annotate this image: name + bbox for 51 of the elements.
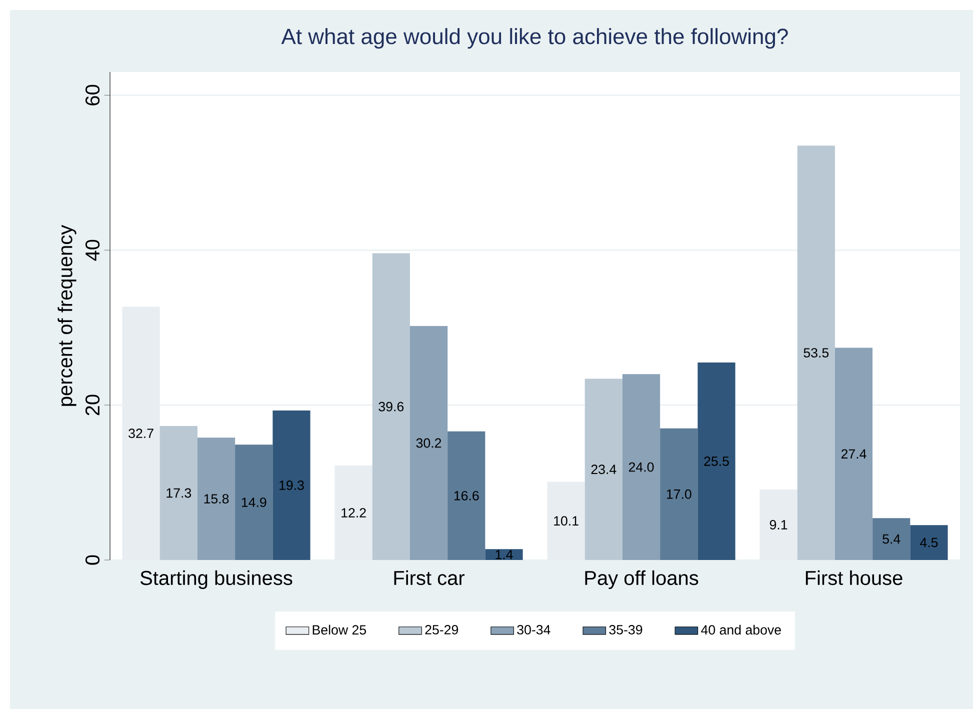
x-tick-label: Pay off loans <box>585 570 698 590</box>
data-label: 14.9 <box>242 498 266 507</box>
bar <box>698 362 736 560</box>
data-label: 32.7 <box>128 428 154 438</box>
data-label: 53.5 <box>804 348 829 358</box>
bar <box>797 146 835 560</box>
y-tick-label: 40 <box>85 240 100 261</box>
data-label: 16.6 <box>454 490 479 500</box>
legend-label: Below 25 <box>312 624 366 635</box>
y-tick-label: 20 <box>85 394 100 416</box>
y-tick-label: 0 <box>85 555 100 565</box>
bar <box>272 410 310 560</box>
data-label: 4.5 <box>920 538 938 548</box>
y-axis-title: percent of frequency <box>58 224 76 406</box>
data-label: 39.6 <box>378 402 404 412</box>
bar <box>197 438 236 560</box>
data-label: 10.1 <box>554 516 578 526</box>
y-tick-label: 60 <box>85 84 100 106</box>
bar <box>660 428 698 560</box>
data-label: 24.0 <box>628 462 654 472</box>
chart-title: At what age would you like to achieve the following? <box>281 28 788 49</box>
data-label: 5.4 <box>882 534 900 544</box>
bar <box>834 348 873 560</box>
data-label: 27.4 <box>841 449 866 459</box>
data-label: 12.2 <box>342 508 366 518</box>
data-label: 17.0 <box>666 489 692 499</box>
data-label: 1.4 <box>496 550 513 560</box>
bar <box>872 518 910 560</box>
x-tick-label: Starting business <box>140 570 292 590</box>
legend-label: 40 and above <box>701 624 781 635</box>
x-tick-label: First house <box>806 570 902 586</box>
legend-label: 30-34 <box>517 625 550 634</box>
data-label: 17.3 <box>166 488 192 498</box>
bar <box>485 549 523 560</box>
x-tick-label: First car <box>394 570 465 586</box>
data-label: 23.4 <box>591 464 616 474</box>
legend-label: 25-29 <box>425 625 458 634</box>
bar <box>448 431 486 560</box>
legend-label: 35-39 <box>609 625 642 634</box>
bar <box>160 426 198 560</box>
data-label: 15.8 <box>204 494 229 504</box>
data-label: 9.1 <box>770 520 788 530</box>
bar <box>372 253 410 560</box>
bar <box>910 525 948 560</box>
bar <box>622 374 660 560</box>
data-label: 19.3 <box>280 480 304 490</box>
bar <box>235 444 273 560</box>
bar <box>410 326 448 560</box>
data-label: 30.2 <box>416 438 442 448</box>
bar <box>584 378 622 560</box>
data-label: 25.5 <box>704 456 729 466</box>
